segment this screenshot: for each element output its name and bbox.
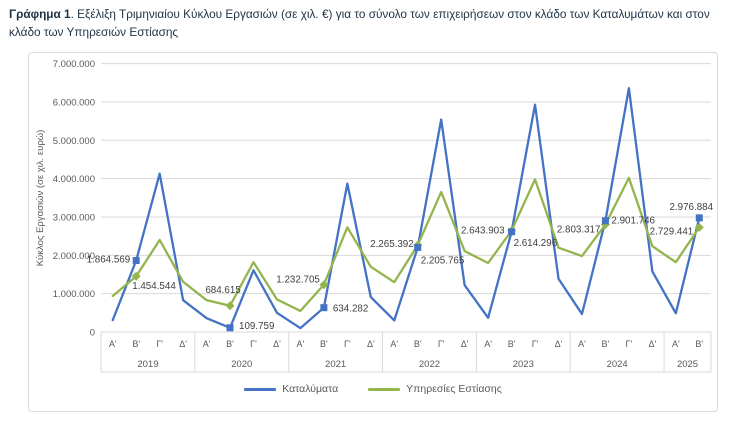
data-marker-diamond <box>225 301 235 311</box>
data-label: 2.803.317 <box>557 225 601 236</box>
quarter-tick-label: Δ' <box>648 339 656 349</box>
year-tick-label: 2025 <box>677 359 698 370</box>
quarter-tick-label: Α' <box>390 339 398 349</box>
quarter-tick-label: Α' <box>109 339 117 349</box>
legend-label: Υπηρεσίες Εστίασης <box>406 383 502 395</box>
legend-item-0: Καταλύματα <box>244 383 338 395</box>
data-label: 2.265.392 <box>370 239 414 250</box>
y-tick-label: 6.000.000 <box>53 97 95 108</box>
quarter-tick-label: Δ' <box>273 339 281 349</box>
chart-title-text: . Εξέλιξη Τριμηνιαίου Κύκλου Εργασιών (σ… <box>9 7 710 40</box>
quarter-tick-label: Α' <box>484 339 492 349</box>
data-marker-square <box>508 228 516 236</box>
quarter-tick-label: Δ' <box>461 339 469 349</box>
data-label: 2.643.903 <box>461 226 505 237</box>
legend-swatch-icon <box>244 387 277 391</box>
data-label: 2.205.765 <box>421 255 465 266</box>
y-tick-label: 1.000.000 <box>53 289 95 300</box>
quarter-tick-label: Β' <box>226 339 234 349</box>
data-marker-square <box>320 304 328 312</box>
data-label: 1.454.544 <box>132 281 176 292</box>
quarter-tick-label: Β' <box>414 339 422 349</box>
data-label: 634.282 <box>333 304 368 315</box>
year-tick-label: 2020 <box>231 359 252 370</box>
y-tick-label: 0 <box>90 328 95 339</box>
quarter-tick-label: Α' <box>203 339 211 349</box>
quarter-tick-label: Γ' <box>626 339 633 349</box>
data-marker-diamond <box>131 271 141 281</box>
data-label: 1.864.569 <box>87 255 131 266</box>
y-tick-label: 5.000.000 <box>53 136 95 147</box>
year-tick-label: 2019 <box>137 359 158 370</box>
data-marker-diamond <box>319 280 329 290</box>
data-label: 2.614.296 <box>514 238 558 249</box>
chart-svg: 0 1.000.000 2.000.000 3.000.000 4.000.000 5.0… <box>35 59 714 373</box>
quarter-tick-label: Β' <box>508 339 516 349</box>
data-label: 1.232.705 <box>276 275 320 286</box>
data-label: 2.901.746 <box>611 216 655 227</box>
data-marker-square <box>695 214 703 222</box>
quarter-tick-label: Γ' <box>156 339 163 349</box>
quarter-tick-label: Α' <box>578 339 586 349</box>
data-marker-diamond <box>694 222 704 232</box>
data-marker-square <box>132 257 140 265</box>
quarter-tick-label: Γ' <box>438 339 445 349</box>
quarter-tick-label: Α' <box>672 339 680 349</box>
year-tick-label: 2022 <box>419 359 440 370</box>
chart-title: Γράφημα 1. Εξέλιξη Τριμηνιαίου Κύκλου Ερ… <box>9 5 725 42</box>
legend-label: Καταλύματα <box>282 383 339 395</box>
y-tick-label: 3.000.000 <box>53 212 95 223</box>
quarter-tick-label: Δ' <box>555 339 563 349</box>
y-tick-label: 2.000.000 <box>53 251 95 262</box>
quarter-tick-label: Β' <box>320 339 328 349</box>
quarter-tick-label: Β' <box>695 339 703 349</box>
series-line-0 <box>111 87 701 330</box>
y-axis-title: Κύκλος Εργασιών (σε χιλ. ευρώ) <box>35 130 46 267</box>
data-marker-square <box>414 243 422 251</box>
data-marker-square <box>226 324 234 332</box>
quarter-tick-label: Γ' <box>250 339 257 349</box>
data-label: 109.759 <box>239 321 274 332</box>
chart-frame: 0 1.000.000 2.000.000 3.000.000 4.000.000 5.0… <box>28 52 718 412</box>
data-label: 2.976.884 <box>669 202 713 213</box>
data-label: 684.615 <box>205 285 241 296</box>
data-label: 2.729.441 <box>650 226 694 237</box>
legend-item-1: Υπηρεσίες Εστίασης <box>368 383 502 395</box>
quarter-tick-label: Γ' <box>532 339 539 349</box>
chart-legend: Καταλύματα Υπηρεσίες Εστίασης <box>29 383 717 395</box>
year-tick-label: 2023 <box>513 359 534 370</box>
chart-title-number: Γράφημα 1 <box>9 7 71 21</box>
year-tick-label: 2024 <box>607 359 628 370</box>
quarter-tick-label: Γ' <box>344 339 351 349</box>
series-line-1 <box>111 176 701 313</box>
quarter-tick-label: Α' <box>297 339 305 349</box>
legend-swatch-icon <box>368 387 401 391</box>
quarter-tick-label: Δ' <box>367 339 375 349</box>
y-tick-label: 7.000.000 <box>53 59 95 70</box>
data-marker-square <box>601 217 609 225</box>
y-tick-label: 4.000.000 <box>53 174 95 185</box>
quarter-tick-label: Β' <box>602 339 610 349</box>
quarter-tick-label: Β' <box>132 339 140 349</box>
year-tick-label: 2021 <box>325 359 346 370</box>
quarter-tick-label: Δ' <box>179 339 187 349</box>
